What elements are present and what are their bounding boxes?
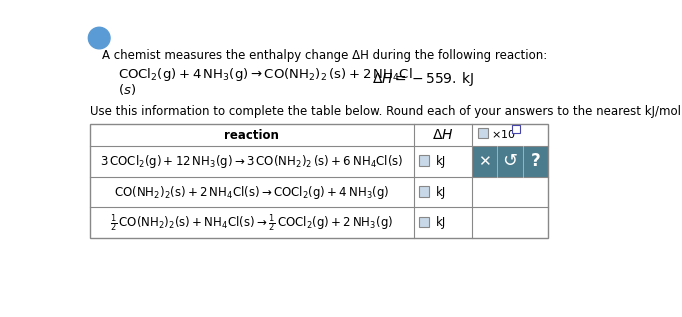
Text: kJ: kJ	[436, 185, 446, 198]
Text: $\mathrm{3\,COCl_2(g) + 12\,NH_3(g) \rightarrow 3\,CO(NH_2)_2\,(s) + 6\,NH_4Cl(s: $\mathrm{3\,COCl_2(g) + 12\,NH_3(g) \rig…	[100, 153, 404, 170]
Text: ✕: ✕	[478, 154, 491, 169]
Text: $\mathrm{CO(NH_2)_2(s) + 2\,NH_4Cl(s) \rightarrow COCl_2(g) + 4\,NH_3(g)}$: $\mathrm{CO(NH_2)_2(s) + 2\,NH_4Cl(s) \r…	[114, 184, 389, 201]
Text: A chemist measures the enthalpy change ΔH during the following reaction:: A chemist measures the enthalpy change Δ…	[102, 49, 548, 62]
Text: kJ: kJ	[436, 155, 446, 168]
Text: $\mathit{(s)}$: $\mathit{(s)}$	[118, 82, 136, 97]
Text: ↺: ↺	[503, 152, 518, 170]
Text: reaction: reaction	[224, 129, 280, 142]
Bar	[478, 128, 488, 138]
Text: $\mathrm{\times 10}$: $\mathrm{\times 10}$	[490, 128, 516, 140]
Text: $\mathrm{\frac{1}{2}\,CO(NH_2)_2(s) + NH_4Cl(s) \rightarrow \frac{1}{2}\,COCl_2(: $\mathrm{\frac{1}{2}\,CO(NH_2)_2(s) + NH…	[110, 212, 394, 234]
Bar	[90, 124, 548, 238]
Text: $\mathit{\Delta H}$$\mathrm{= -559.\, kJ}$: $\mathit{\Delta H}$$\mathrm{= -559.\, kJ…	[372, 70, 474, 88]
Circle shape	[89, 27, 110, 49]
Bar	[419, 217, 430, 228]
Text: Use this information to complete the table below. Round each of your answers to : Use this information to complete the tab…	[90, 105, 682, 118]
Text: ?: ?	[531, 152, 540, 170]
Text: kJ: kJ	[436, 216, 446, 229]
Bar	[472, 146, 548, 177]
Bar	[512, 125, 520, 133]
Text: $\mathit{\Delta H}$: $\mathit{\Delta H}$	[432, 128, 454, 142]
Bar	[419, 186, 430, 197]
Bar	[419, 155, 430, 166]
Text: $\mathrm{COCl_2(g) + 4\,NH_3(g) \rightarrow CO(NH_2)_2\,(s) + 2\,NH_4Cl}$: $\mathrm{COCl_2(g) + 4\,NH_3(g) \rightar…	[118, 66, 413, 83]
